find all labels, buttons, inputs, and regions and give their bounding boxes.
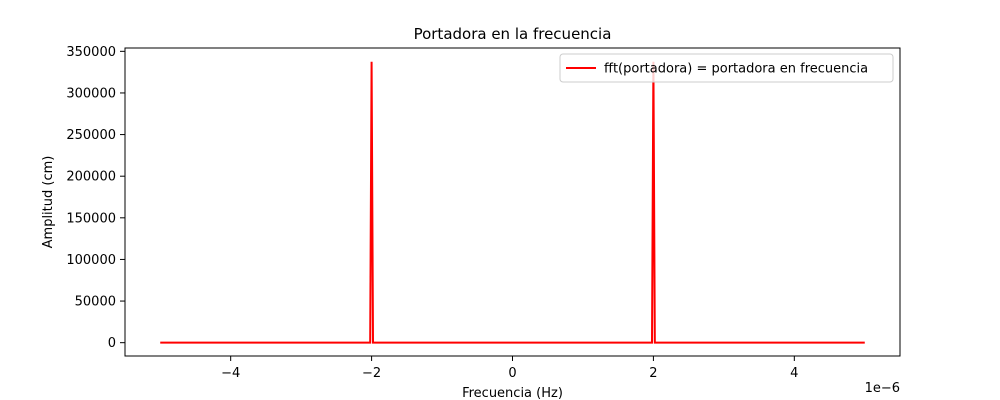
y-tick-label: 150000: [66, 211, 116, 226]
series-line: [160, 61, 865, 344]
chart-title: Portadora en la frecuencia: [414, 25, 612, 43]
x-axis-scale-note: 1e−6: [865, 381, 900, 396]
legend-frame: [559, 53, 894, 83]
x-tick-label: 0: [508, 366, 516, 381]
legend: fft(portadora) = portadora en frecuencia: [559, 53, 894, 83]
x-tick-label: −2: [362, 366, 381, 381]
series-layer: [160, 61, 865, 344]
y-tick-label: 300000: [66, 86, 116, 101]
x-tick-label: 4: [790, 366, 798, 381]
y-tick-label: 250000: [66, 128, 116, 143]
y-tick-label: 0: [108, 336, 116, 351]
y-tick-label: 350000: [66, 45, 116, 60]
y-axis: 0 50000 100000 150000 200000 250000 300000 3500…: [66, 45, 125, 351]
plot-area: [124, 47, 901, 357]
x-axis-label: Frecuencia (Hz): [462, 386, 563, 400]
x-axis: −4 −2 0 2 4: [221, 356, 798, 381]
y-tick-label: 200000: [66, 170, 116, 185]
y-tick-label: 50000: [75, 295, 116, 310]
x-tick-label: −4: [221, 366, 240, 381]
y-tick-label: 100000: [66, 253, 116, 268]
legend-label: fft(portadora) = portadora en frecuencia: [604, 62, 868, 77]
y-axis-label: Amplitud (cm): [41, 156, 56, 249]
x-tick-label: 2: [649, 366, 657, 381]
axes-background: [125, 48, 900, 356]
